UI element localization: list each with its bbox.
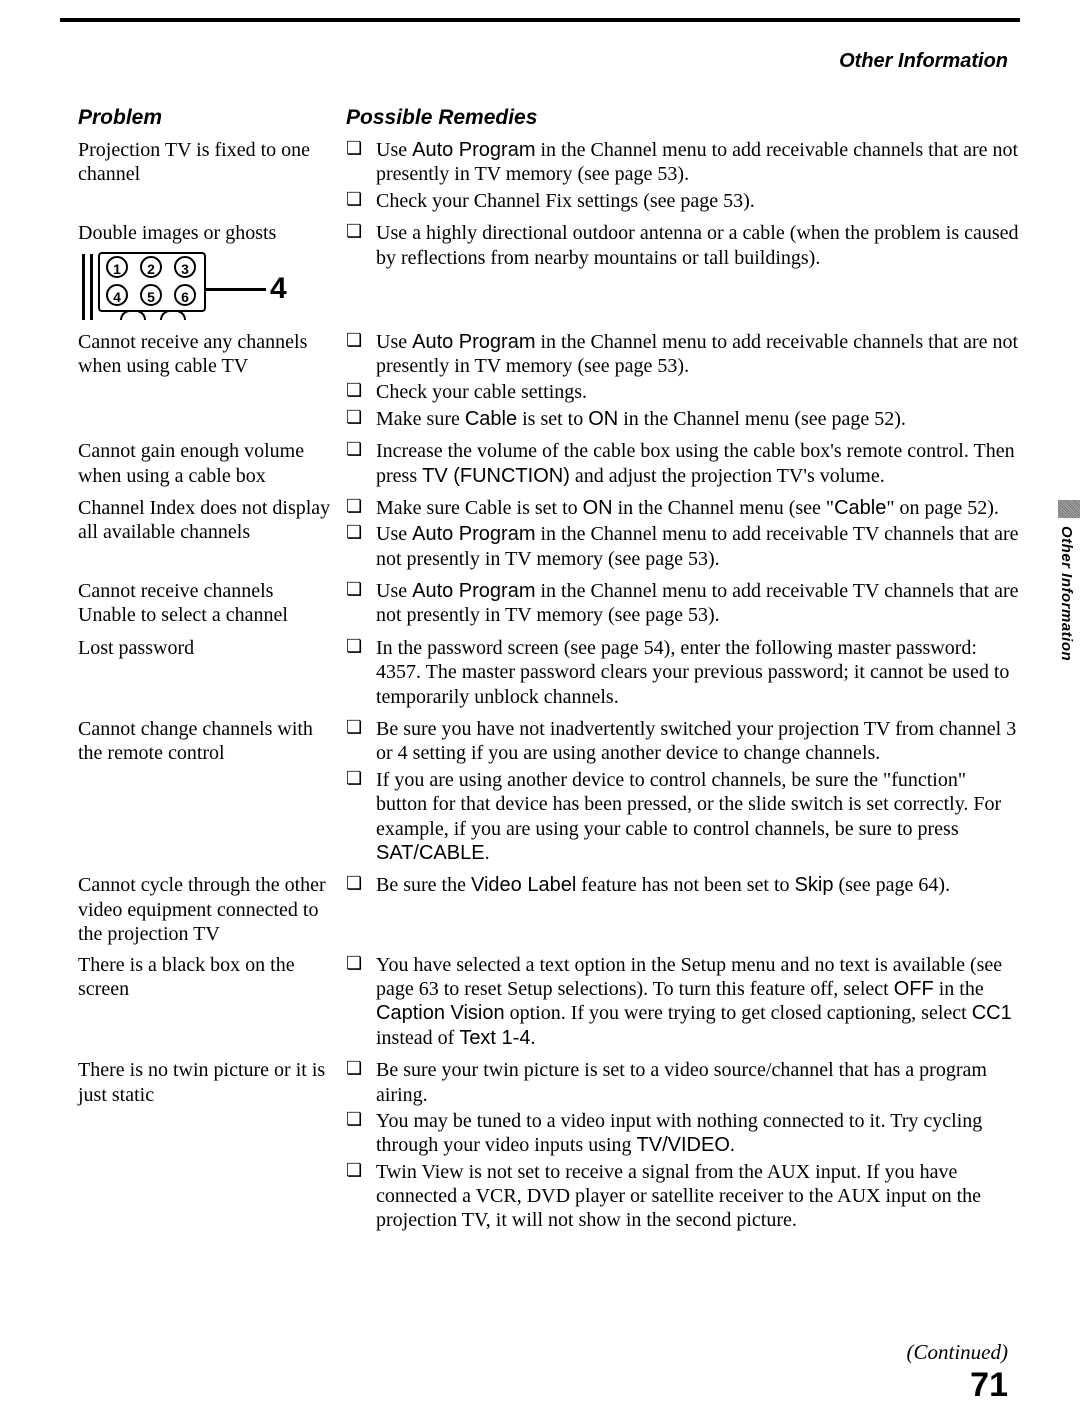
remedy-item: ❏If you are using another device to cont… — [346, 768, 1020, 866]
checkbox-icon: ❏ — [346, 407, 376, 431]
top-rule — [60, 18, 1020, 22]
problem-cell: Double images or ghosts1234564 — [78, 221, 346, 323]
remedy-item: ❏Use Auto Program in the Channel menu to… — [346, 138, 1020, 187]
remedy-item: ❏Check your Channel Fix settings (see pa… — [346, 189, 1020, 213]
problem-cell: There is a black box on the screen — [78, 953, 346, 1053]
table-row: There is a black box on the screen❏You h… — [78, 953, 1020, 1053]
table-row: Cannot cycle through the other video equ… — [78, 873, 1020, 946]
remedy-item: ❏Check your cable settings. — [346, 380, 1020, 404]
table-row: Cannot gain enough volume when using a c… — [78, 439, 1020, 490]
checkbox-icon: ❏ — [346, 1160, 376, 1233]
remedy-heading: Possible Remedies — [346, 106, 537, 130]
problem-cell: Cannot receive channelsUnable to select … — [78, 579, 346, 630]
remedy-item: ❏Be sure you have not inadvertently swit… — [346, 717, 1020, 766]
remedies-cell: ❏Increase the volume of the cable box us… — [346, 439, 1020, 490]
checkbox-icon: ❏ — [346, 330, 376, 379]
remedies-cell: ❏You have selected a text option in the … — [346, 953, 1020, 1053]
remedy-item: ❏Use Auto Program in the Channel menu to… — [346, 330, 1020, 379]
table-row: Cannot receive any channels when using c… — [78, 330, 1020, 434]
remedies-cell: ❏Use Auto Program in the Channel menu to… — [346, 579, 1020, 630]
checkbox-icon: ❏ — [346, 138, 376, 187]
remedy-item: ❏Use a highly directional outdoor antenn… — [346, 221, 1020, 270]
problem-heading: Problem — [78, 106, 346, 130]
checkbox-icon: ❏ — [346, 439, 376, 488]
checkbox-icon: ❏ — [346, 1058, 376, 1107]
column-headers: Problem Possible Remedies — [78, 106, 1020, 130]
remedy-item: ❏In the password screen (see page 54), e… — [346, 636, 1020, 709]
checkbox-icon: ❏ — [346, 496, 376, 520]
remedy-item: ❏Twin View is not set to receive a signa… — [346, 1160, 1020, 1233]
remedies-cell: ❏Be sure your twin picture is set to a v… — [346, 1058, 1020, 1235]
checkbox-icon: ❏ — [346, 717, 376, 766]
problem-cell: Channel Index does not display all avail… — [78, 496, 346, 573]
table-row: Channel Index does not display all avail… — [78, 496, 1020, 573]
checkbox-icon: ❏ — [346, 189, 376, 213]
remedy-item: ❏Use Auto Program in the Channel menu to… — [346, 522, 1020, 571]
problem-cell: Projection TV is fixed to one channel — [78, 138, 346, 215]
table-row: Cannot change channels with the remote c… — [78, 717, 1020, 867]
checkbox-icon: ❏ — [346, 636, 376, 709]
remedies-cell: ❏Use Auto Program in the Channel menu to… — [346, 138, 1020, 215]
side-tab: Other Information — [1058, 500, 1080, 661]
table-row: Projection TV is fixed to one channel❏Us… — [78, 138, 1020, 215]
problem-cell: Cannot change channels with the remote c… — [78, 717, 346, 867]
remedy-item: ❏Be sure the Video Label feature has not… — [346, 873, 1020, 897]
problem-cell: Cannot gain enough volume when using a c… — [78, 439, 346, 490]
problem-cell: Lost password — [78, 636, 346, 711]
side-tab-label: Other Information — [1058, 526, 1075, 661]
checkbox-icon: ❏ — [346, 522, 376, 571]
continued-marker: (Continued) — [907, 1340, 1008, 1365]
remedies-cell: ❏In the password screen (see page 54), e… — [346, 636, 1020, 711]
checkbox-icon: ❏ — [346, 768, 376, 866]
ghosts-diagram: 1234564 — [78, 252, 288, 324]
table-row: Lost password❏In the password screen (se… — [78, 636, 1020, 711]
checkbox-icon: ❏ — [346, 221, 376, 270]
remedies-cell: ❏Be sure the Video Label feature has not… — [346, 873, 1020, 946]
remedy-item: ❏Use Auto Program in the Channel menu to… — [346, 579, 1020, 628]
checkbox-icon: ❏ — [346, 579, 376, 628]
remedies-cell: ❏Be sure you have not inadvertently swit… — [346, 717, 1020, 867]
table-row: Cannot receive channelsUnable to select … — [78, 579, 1020, 630]
remedy-item: ❏Be sure your twin picture is set to a v… — [346, 1058, 1020, 1107]
remedies-cell: ❏Use Auto Program in the Channel menu to… — [346, 330, 1020, 434]
problem-cell: Cannot cycle through the other video equ… — [78, 873, 346, 946]
checkbox-icon: ❏ — [346, 380, 376, 404]
section-header: Other Information — [839, 50, 1008, 73]
checkbox-icon: ❏ — [346, 953, 376, 1051]
remedies-cell: ❏Use a highly directional outdoor antenn… — [346, 221, 1020, 323]
checkbox-icon: ❏ — [346, 1109, 376, 1158]
remedies-cell: ❏Make sure Cable is set to ON in the Cha… — [346, 496, 1020, 573]
remedy-item: ❏You have selected a text option in the … — [346, 953, 1020, 1051]
side-tab-marker — [1058, 500, 1080, 518]
remedy-item: ❏Make sure Cable is set to ON in the Cha… — [346, 496, 1020, 520]
page-number: 71 — [970, 1366, 1008, 1405]
remedy-item: ❏Increase the volume of the cable box us… — [346, 439, 1020, 488]
troubleshooting-table: Projection TV is fixed to one channel❏Us… — [78, 138, 1020, 1317]
table-row: There is no twin picture or it is just s… — [78, 1058, 1020, 1235]
problem-cell: Cannot receive any channels when using c… — [78, 330, 346, 434]
checkbox-icon: ❏ — [346, 873, 376, 897]
remedy-item: ❏Make sure Cable is set to ON in the Cha… — [346, 407, 1020, 431]
problem-cell: There is no twin picture or it is just s… — [78, 1058, 346, 1235]
table-row: Double images or ghosts1234564❏Use a hig… — [78, 221, 1020, 323]
remedy-item: ❏You may be tuned to a video input with … — [346, 1109, 1020, 1158]
